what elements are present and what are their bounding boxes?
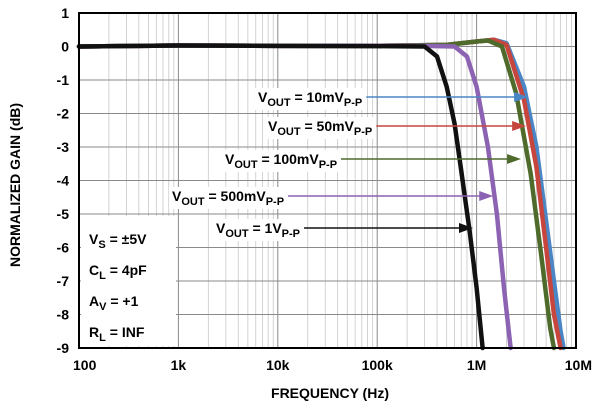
x-tick-label: 100	[73, 357, 97, 373]
x-tick-label: 10M	[565, 357, 592, 373]
condition-line: VS = ±5V	[89, 231, 147, 251]
condition-part: = 4pF	[106, 262, 147, 278]
label-part: P-P	[319, 159, 337, 171]
label-part: OUT	[234, 159, 258, 171]
y-tick-label: 0	[61, 39, 69, 55]
y-tick-label: -1	[57, 72, 70, 88]
y-tick-label: -3	[57, 139, 70, 155]
label-part: P-P	[344, 97, 362, 109]
y-tick-label: -6	[57, 240, 70, 256]
annotation-series-2: VOUT = 100mVP-P	[222, 150, 522, 172]
y-tick-label: -8	[57, 307, 70, 323]
label-part: V	[258, 89, 268, 105]
condition-part: V	[99, 301, 107, 313]
y-axis-title: NORMALIZED GAIN (dB)	[7, 103, 23, 267]
label-part: = 100mV	[258, 151, 320, 167]
condition-line: RL = INF	[89, 324, 145, 344]
condition-part: = ±5V	[106, 231, 147, 247]
x-tick-label: 1M	[467, 357, 486, 373]
x-axis-title: FREQUENCY (Hz)	[271, 385, 389, 401]
annotation-series-3: VOUT = 500mVP-P	[169, 187, 494, 209]
condition-part: = INF	[106, 324, 145, 340]
label-part: OUT	[277, 126, 301, 138]
series-label-4: VOUT = 1VP-P	[216, 220, 300, 240]
curve-series-4	[76, 43, 485, 351]
series-label-1: VOUT = 50mVP-P	[268, 118, 372, 138]
x-tick-label: 100k	[362, 357, 393, 373]
annotation-bg	[265, 117, 376, 139]
condition-part: L	[99, 332, 106, 344]
annotation-bg	[213, 219, 304, 241]
annotation-series-4: VOUT = 1VP-P	[213, 219, 474, 241]
conditions-background	[81, 216, 176, 346]
label-part: V	[225, 151, 235, 167]
y-tick-label: -2	[57, 106, 70, 122]
label-part: P-P	[282, 228, 300, 240]
condition-line: CL = 4pF	[89, 262, 147, 282]
condition-part: V	[89, 231, 99, 247]
series-label-0: VOUT = 10mVP-P	[258, 89, 362, 109]
plot-frame	[78, 12, 577, 349]
annotation-arrowhead	[479, 191, 494, 201]
label-part: V	[172, 188, 182, 204]
condition-part: = +1	[106, 293, 138, 309]
annotation-bg	[222, 150, 341, 172]
condition-part: A	[89, 293, 99, 309]
label-part: OUT	[181, 196, 205, 208]
label-part: P-P	[354, 126, 372, 138]
condition-part: R	[89, 324, 99, 340]
label-part: = 500mV	[205, 188, 267, 204]
x-tick-label: 1k	[171, 357, 187, 373]
label-part: V	[216, 220, 226, 236]
label-part: = 10mV	[291, 89, 345, 105]
label-part: OUT	[225, 228, 249, 240]
annotation-arrowhead	[512, 121, 527, 131]
condition-part: L	[99, 270, 106, 282]
y-tick-label: -9	[57, 340, 70, 356]
condition-part: S	[98, 239, 105, 251]
annotation-arrowhead	[507, 154, 522, 164]
annotation-bg	[255, 88, 366, 110]
condition-part: C	[89, 262, 99, 278]
x-tick-label: 10k	[266, 357, 290, 373]
annotation-arrowhead	[514, 92, 529, 102]
label-part: V	[268, 118, 278, 134]
label-part: = 50mV	[301, 118, 355, 134]
annotation-arrowhead	[459, 223, 474, 233]
condition-line: AV = +1	[89, 293, 139, 313]
label-part: = 1V	[249, 220, 283, 236]
y-tick-label: -7	[57, 273, 70, 289]
series-label-2: VOUT = 100mVP-P	[225, 151, 337, 171]
annotation-bg	[169, 187, 288, 209]
annotation-series-1: VOUT = 50mVP-P	[265, 117, 527, 139]
label-part: P-P	[266, 196, 284, 208]
y-tick-label: 1	[61, 5, 69, 21]
series-label-3: VOUT = 500mVP-P	[172, 188, 284, 208]
annotation-series-0: VOUT = 10mVP-P	[255, 88, 529, 110]
y-tick-label: -4	[57, 173, 70, 189]
label-part: OUT	[267, 97, 291, 109]
y-tick-label: -5	[57, 206, 70, 222]
